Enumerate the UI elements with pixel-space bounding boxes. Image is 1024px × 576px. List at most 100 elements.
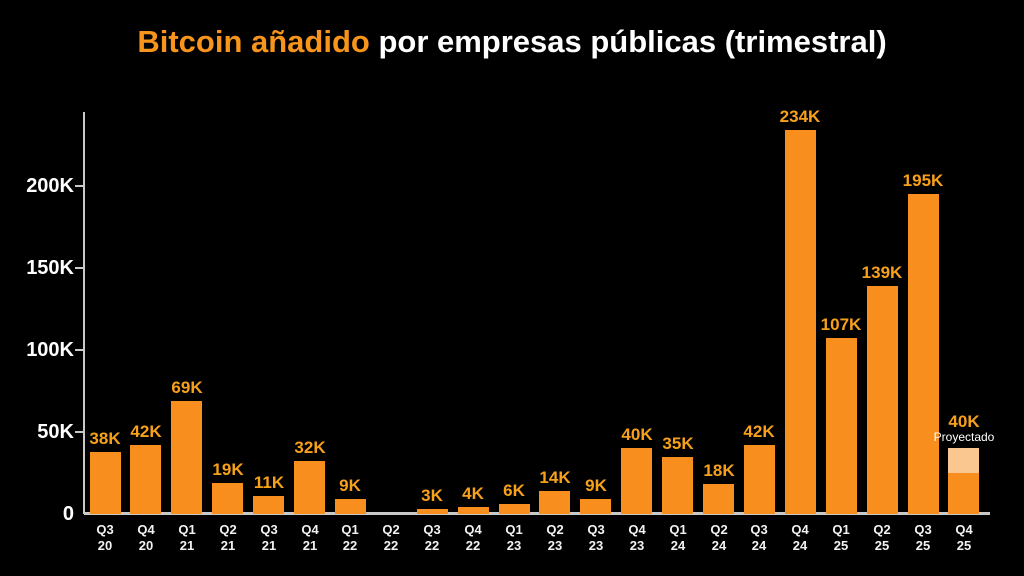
value-label-q1-23: 6K [503, 481, 525, 501]
bar-q4-21 [294, 461, 325, 514]
value-label-wrap-q3-23: 9K [541, 477, 651, 495]
x-axis-label-q1-21: Q1 21 [178, 522, 196, 553]
value-label-q4-22: 4K [462, 484, 484, 504]
x-axis-label-q4-25: Q4 25 [955, 522, 973, 553]
y-axis-label-200k: 200K [26, 174, 74, 197]
bar-q4-22 [458, 507, 489, 514]
value-label-q2-21: 19K [212, 460, 244, 480]
bar-q4-24 [785, 130, 816, 514]
x-axis-label-q1-23: Q1 23 [505, 522, 523, 553]
bar-q3-22 [417, 509, 448, 514]
y-axis-label-100k: 100K [26, 338, 74, 361]
value-label-q1-21: 69K [171, 378, 203, 398]
y-axis-label-50k: 50K [37, 420, 74, 443]
y-axis-tickmark-200k [75, 184, 84, 187]
value-label-q4-20: 42K [130, 422, 162, 442]
y-axis-label-150k: 150K [26, 256, 74, 279]
x-axis-label-q2-21: Q2 21 [219, 522, 237, 553]
value-label-wrap-q4-23: 40K [582, 426, 692, 444]
x-axis-label-q3-21: Q3 21 [260, 522, 278, 553]
bar-q4-20 [130, 445, 161, 514]
bar-q3-24 [744, 445, 775, 514]
y-axis-label-0: 0 [62, 503, 74, 525]
bar-q1-21 [171, 401, 202, 514]
bar-q4-25-projected-segment [948, 448, 979, 473]
x-axis-label-q4-23: Q4 23 [628, 522, 646, 553]
bar-q3-25 [908, 194, 939, 514]
x-axis-label-q4-24: Q4 24 [791, 522, 809, 553]
y-axis-tickmark-150k [75, 266, 84, 269]
value-label-wrap-q4-21: 32K [255, 439, 365, 457]
value-label-q3-23: 9K [585, 476, 607, 496]
value-label-wrap-q2-23: 14K [500, 469, 610, 487]
bar-q4-23 [621, 448, 652, 514]
bar-q3-23 [580, 499, 611, 514]
value-label-q3-24: 42K [743, 422, 775, 442]
value-label-wrap-q4-24: 234K [745, 108, 855, 126]
value-label-q2-24: 18K [703, 461, 735, 481]
chart-title-highlight: Bitcoin añadido [137, 24, 370, 59]
value-label-q4-25: 40K [948, 411, 980, 431]
y-axis-tickmark-50k [75, 430, 84, 433]
chart-title-rest: por empresas públicas (trimestral) [369, 24, 887, 59]
value-label-wrap-q3-22: 3K [377, 487, 487, 505]
x-axis-label-q1-24: Q1 24 [669, 522, 687, 553]
x-axis-label-q1-22: Q1 22 [341, 522, 359, 553]
value-label-wrap-q2-24: 18K [664, 462, 774, 480]
value-label-wrap-q3-20: 38K [50, 430, 160, 448]
bar-q2-21 [212, 483, 243, 514]
value-label-wrap-q1-25: 107K [786, 316, 896, 334]
value-label-q3-21: 11K [253, 473, 285, 493]
value-label-wrap-q2-25: 139K [827, 264, 937, 282]
x-axis-baseline [84, 512, 990, 515]
value-label-wrap-q1-21: 69K [132, 379, 242, 397]
value-label-q2-25: 139K [861, 263, 903, 283]
x-axis-label-q2-23: Q2 23 [546, 522, 564, 553]
value-label-q4-24: 234K [779, 107, 821, 127]
x-axis-label-q1-25: Q1 25 [832, 522, 850, 553]
y-axis-line [83, 112, 85, 514]
value-label-q3-20: 38K [89, 429, 121, 449]
value-label-wrap-q3-24: 42K [704, 423, 814, 441]
value-label-wrap-q1-23: 6K [459, 482, 569, 500]
value-label-wrap-q2-21: 19K [173, 461, 283, 479]
value-label-q4-23: 40K [621, 425, 653, 445]
y-axis-tickmark-100k [75, 348, 84, 351]
bar-q1-22 [335, 499, 366, 514]
value-label-wrap-q3-25: 195K [868, 172, 978, 190]
bar-q1-25 [826, 338, 857, 514]
value-label-q3-25: 195K [902, 171, 944, 191]
x-axis-label-q2-24: Q2 24 [710, 522, 728, 553]
value-label-q2-23: 14K [539, 468, 571, 488]
bar-q2-23 [539, 491, 570, 514]
x-axis-label-q4-22: Q4 22 [464, 522, 482, 553]
value-label-q1-25: 107K [820, 315, 862, 335]
x-axis-label-q2-25: Q2 25 [873, 522, 891, 553]
x-axis-label-q3-22: Q3 22 [423, 522, 441, 553]
bar-q4-25-actual-segment [948, 473, 979, 514]
value-label-wrap-q4-20: 42K [91, 423, 201, 441]
x-axis-label-q3-24: Q3 24 [750, 522, 768, 553]
x-axis-label-q3-20: Q3 20 [96, 522, 114, 553]
x-axis-label-q4-21: Q4 21 [301, 522, 319, 553]
bar-q1-24 [662, 457, 693, 514]
value-label-q3-22: 3K [421, 486, 443, 506]
value-label-wrap-q4-22: 4K [418, 485, 528, 503]
value-label-wrap-q1-22: 9K [295, 477, 405, 495]
value-label-wrap-q1-24: 35K [623, 435, 733, 453]
bar-q3-21 [253, 496, 284, 514]
x-axis-label-q2-22: Q2 22 [382, 522, 400, 553]
bar-q4-25 [948, 448, 979, 514]
x-axis-label-q4-20: Q4 20 [137, 522, 155, 553]
value-label-wrap-q3-21: 11K [214, 474, 324, 492]
bar-q1-23 [499, 504, 530, 514]
x-axis-label-q3-23: Q3 23 [587, 522, 605, 553]
bar-q2-24 [703, 484, 734, 514]
value-label-wrap-q4-25: 40K Proyectado [909, 411, 1019, 445]
bar-q3-20 [90, 452, 121, 514]
chart-title: Bitcoin añadido por empresas públicas (t… [0, 24, 1024, 60]
x-axis-label-q3-25: Q3 25 [914, 522, 932, 553]
projected-note: Proyectado [933, 430, 995, 445]
value-label-q1-24: 35K [662, 434, 694, 454]
